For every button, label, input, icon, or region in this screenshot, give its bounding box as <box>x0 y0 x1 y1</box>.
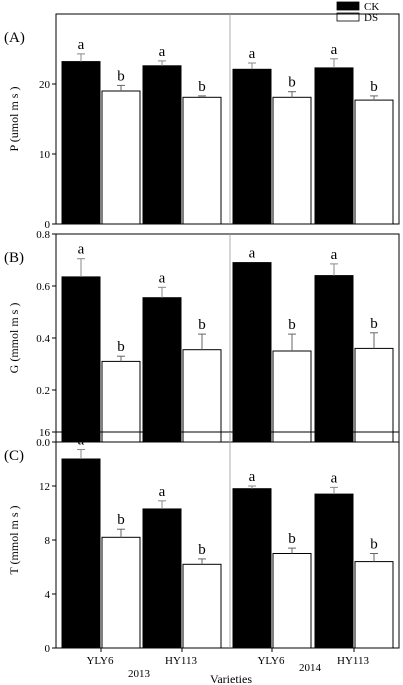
bar <box>354 99 394 225</box>
bar <box>272 96 312 225</box>
y-tick-label: 16 <box>39 427 51 439</box>
x-axis-labels: YLY6 HY113 YLY6 HY113 2013 2014 Varietie… <box>86 655 369 685</box>
year-label-2013: 2013 <box>128 668 151 680</box>
panel-label: (B) <box>4 250 24 266</box>
bar <box>61 458 101 649</box>
legend-swatch-ds <box>336 12 360 22</box>
significance-letter: a <box>78 37 85 53</box>
significance-letter: b <box>117 68 125 84</box>
bar <box>61 276 101 443</box>
y-tick-label: 8 <box>45 535 51 547</box>
panel-label: (A) <box>4 30 25 46</box>
legend-label-ds: DS <box>364 12 378 24</box>
bar <box>272 350 312 443</box>
x-tick-label: YLY6 <box>257 655 285 667</box>
significance-letter: a <box>159 44 166 60</box>
significance-letter: a <box>78 242 85 258</box>
bar <box>314 493 354 649</box>
bar <box>232 488 272 649</box>
significance-letter: b <box>370 79 378 95</box>
bar <box>101 90 141 225</box>
y-axis-label: P (umol m s ) <box>7 87 21 152</box>
significance-letter: b <box>117 339 125 355</box>
significance-letter: b <box>198 79 206 95</box>
significance-letter: b <box>198 542 206 558</box>
bar <box>232 68 272 225</box>
y-axis-label: G (mmol m s ) <box>7 303 21 374</box>
significance-letter: a <box>249 46 256 62</box>
significance-letter: b <box>370 537 378 553</box>
year-label-2014: 2014 <box>299 662 322 674</box>
y-tick-label: 0.6 <box>36 281 50 293</box>
panel-label: (C) <box>4 448 24 464</box>
y-tick-label: 0.4 <box>36 333 50 345</box>
bar <box>101 360 141 443</box>
bar <box>61 61 101 225</box>
significance-letter: b <box>370 316 378 332</box>
significance-letter: b <box>288 75 296 91</box>
significance-letter: a <box>249 246 256 262</box>
bar <box>314 67 354 225</box>
panel-3: 0 4 8 12 16 (C) T (mmol m s ) a a a a b b b b <box>4 427 400 655</box>
bar <box>182 349 222 443</box>
y-tick-label: 0.0 <box>36 437 50 449</box>
bar <box>354 561 394 649</box>
bar <box>272 553 312 649</box>
y-tick-label: 4 <box>45 589 51 601</box>
y-tick-label: 0 <box>45 219 51 231</box>
bar <box>182 96 222 225</box>
y-tick-label: 12 <box>39 481 50 493</box>
bar <box>354 347 394 443</box>
significance-letter: b <box>288 531 296 547</box>
significance-letter: a <box>78 433 85 449</box>
y-tick-label: 0.2 <box>36 385 50 397</box>
bar <box>142 65 182 225</box>
significance-letter: a <box>249 469 256 485</box>
x-axis-title: Varieties <box>210 672 252 685</box>
significance-letter: a <box>331 470 338 486</box>
significance-letter: a <box>331 247 338 263</box>
x-tick-label: HY113 <box>337 655 369 667</box>
y-tick-label: 10 <box>39 149 51 161</box>
significance-letter: b <box>288 317 296 333</box>
x-tick-label: YLY6 <box>86 655 114 667</box>
legend-swatch-ck <box>336 1 360 11</box>
bar <box>314 275 354 443</box>
plot-frame <box>55 13 400 225</box>
bar <box>142 297 182 443</box>
y-tick-label: 0 <box>45 643 51 655</box>
y-tick-label: 20 <box>39 79 51 91</box>
bar <box>101 536 141 649</box>
panel-1: 0 10 20 (A) P (umol m s ) a a a a b b b b <box>4 13 400 231</box>
x-tick-label: HY113 <box>165 655 197 667</box>
bar <box>142 508 182 649</box>
y-axis-label: T (mmol m s ) <box>7 505 21 574</box>
legend: CK DS <box>336 1 379 24</box>
legend-label-ck: CK <box>364 1 379 13</box>
bar <box>232 262 272 443</box>
significance-letter: a <box>159 484 166 500</box>
significance-letter: a <box>331 42 338 58</box>
significance-letter: b <box>198 317 206 333</box>
y-tick-label: 0.8 <box>36 229 50 241</box>
significance-letter: a <box>159 270 166 286</box>
panel-2: 0.0 0.2 0.4 0.6 0.8 (B) G (mmol m s ) a a a a b b b b <box>4 229 400 449</box>
significance-letter: b <box>117 512 125 528</box>
bar <box>182 563 222 649</box>
